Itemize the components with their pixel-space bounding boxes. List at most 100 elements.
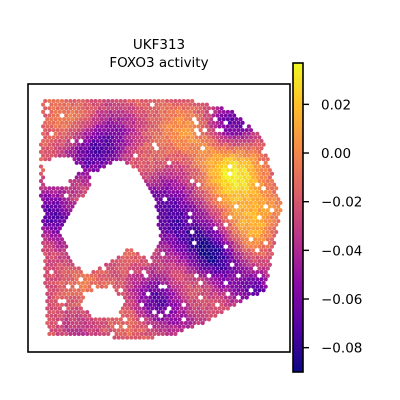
spot (150, 183, 154, 187)
spot (58, 212, 62, 216)
spot (73, 186, 77, 190)
spot (138, 117, 142, 121)
spot (241, 215, 245, 219)
spot (154, 328, 158, 332)
spot (91, 270, 95, 274)
spot (173, 266, 177, 270)
spot (133, 255, 137, 259)
spot (171, 124, 175, 128)
spot (182, 157, 186, 161)
spot (171, 255, 175, 259)
spot (157, 150, 161, 154)
spot (194, 179, 198, 183)
spot (77, 317, 81, 321)
spot (66, 103, 70, 107)
spot (70, 132, 74, 136)
spot (251, 248, 255, 252)
spot (186, 106, 190, 110)
spot (205, 154, 209, 158)
spot (159, 103, 163, 107)
spot (259, 197, 263, 201)
spot (220, 245, 224, 249)
spot (85, 317, 89, 321)
spot (159, 154, 163, 158)
spot (217, 212, 221, 216)
spot (180, 255, 184, 259)
spot (253, 135, 257, 139)
spot (222, 183, 226, 187)
spot (171, 292, 175, 296)
spot (196, 205, 200, 209)
spot (159, 190, 163, 194)
spot (112, 139, 116, 143)
spot (94, 135, 98, 139)
spot (272, 205, 276, 209)
spot (270, 237, 274, 241)
spot (175, 299, 179, 303)
spot (47, 252, 51, 256)
spot (236, 223, 240, 227)
spot (207, 266, 211, 270)
spot (64, 201, 68, 205)
spot (98, 150, 102, 154)
spot (188, 117, 192, 121)
spot (209, 139, 213, 143)
spot (54, 328, 58, 332)
spot (52, 332, 56, 336)
spot (232, 186, 236, 190)
spot (188, 132, 192, 136)
spot (241, 208, 245, 212)
spot (68, 150, 72, 154)
spot (243, 132, 247, 136)
spot (165, 245, 169, 249)
spot (165, 194, 169, 198)
spot (234, 255, 238, 259)
spot (205, 234, 209, 238)
spot (150, 168, 154, 172)
spot (159, 197, 163, 201)
spot (96, 161, 100, 165)
spot (196, 292, 200, 296)
spot (167, 285, 171, 289)
spot (150, 321, 154, 325)
spot (127, 288, 131, 292)
spot (182, 281, 186, 285)
spot (52, 215, 56, 219)
spot (81, 157, 85, 161)
spot (205, 146, 209, 150)
spot (175, 110, 179, 114)
spot (131, 157, 135, 161)
spot (234, 132, 238, 136)
spot (241, 128, 245, 132)
spot (150, 277, 154, 281)
spot (43, 99, 47, 103)
spot (194, 310, 198, 314)
spot (266, 172, 270, 176)
spot (211, 208, 215, 212)
spot (83, 117, 87, 121)
spot (190, 325, 194, 329)
spot (110, 281, 114, 285)
spot (91, 154, 95, 158)
spot (211, 259, 215, 263)
spot (245, 135, 249, 139)
spot (87, 146, 91, 150)
spot (211, 186, 215, 190)
spot (262, 237, 266, 241)
spot (222, 124, 226, 128)
spot (228, 230, 232, 234)
spot (66, 154, 70, 158)
spot (217, 146, 221, 150)
spot (178, 259, 182, 263)
spot (220, 288, 224, 292)
spot (140, 172, 144, 176)
spot (154, 197, 158, 201)
spot (144, 296, 148, 300)
spot (70, 270, 74, 274)
spot (182, 245, 186, 249)
spot (161, 179, 165, 183)
spot (161, 230, 165, 234)
spot (251, 183, 255, 187)
spot (87, 132, 91, 136)
spot (85, 157, 89, 161)
